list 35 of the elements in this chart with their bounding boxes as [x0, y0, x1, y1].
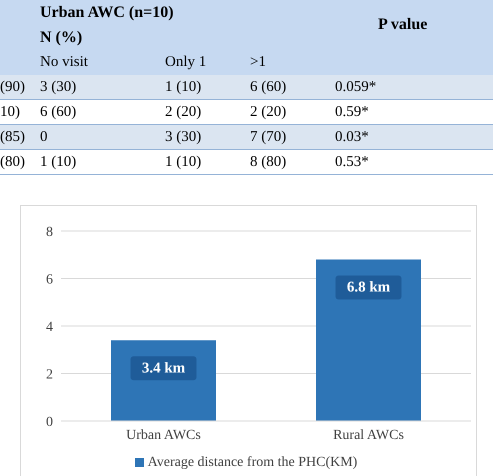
text: 1 (10) [165, 79, 202, 96]
y-tick-label: 8 [46, 224, 53, 240]
x-tick-label: Rural AWCs [333, 428, 404, 443]
text: 2 (20) [165, 104, 202, 121]
text: 1 (10) [165, 154, 202, 171]
data-label: 3.4 km [142, 360, 186, 376]
y-tick-label: 2 [46, 367, 53, 382]
text: 8 (80) [250, 154, 286, 171]
text: Urban AWC (n=10) [40, 4, 174, 22]
text: >1 [250, 54, 266, 71]
text: 0.03* [335, 129, 369, 146]
text: 1 (10) [40, 154, 76, 171]
data-label: 6.8 km [346, 280, 391, 296]
text: P value [378, 16, 428, 34]
legend-label: Average distance from the PHC(KM) [148, 455, 358, 470]
text: 7 (70) [250, 129, 286, 146]
x-tick-label: Urban AWCs [126, 428, 201, 443]
text: 10) [0, 104, 20, 121]
text: No visit [40, 54, 88, 71]
text: (90) [0, 79, 25, 96]
text: 0.059* [335, 79, 376, 96]
y-tick-label: 6 [46, 272, 53, 288]
text: 3 (30) [40, 79, 76, 96]
text: 2 (20) [250, 104, 286, 121]
text: 3 (30) [165, 129, 202, 146]
y-tick-label: 0 [46, 414, 53, 430]
text: (85) [0, 129, 25, 146]
text: N (%) [40, 29, 82, 47]
text: Only 1 [165, 54, 206, 71]
text: (80) [0, 154, 25, 171]
text: 0.59* [335, 104, 369, 121]
y-tick-label: 4 [46, 320, 53, 335]
text: 6 (60) [250, 79, 286, 96]
text: 0.53* [335, 154, 369, 171]
text: 6 (60) [40, 104, 76, 121]
